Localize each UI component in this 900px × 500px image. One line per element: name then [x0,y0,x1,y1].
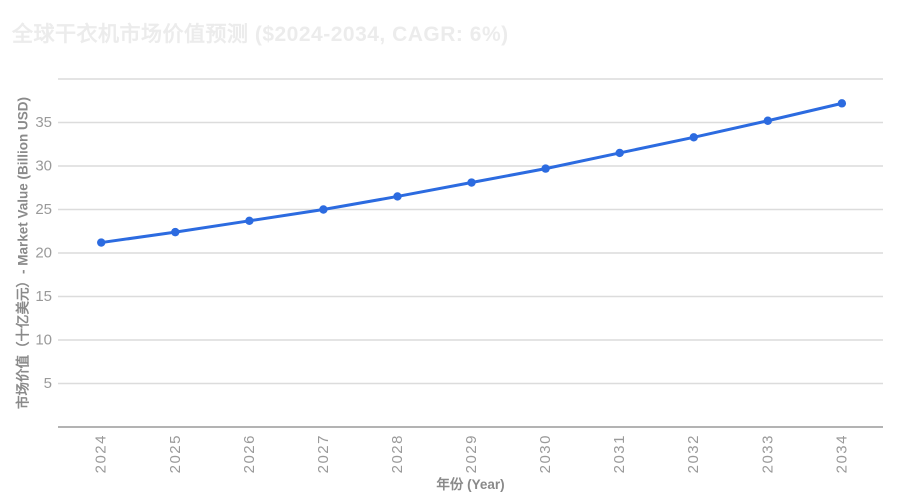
x-tick-label: 2031 [611,434,628,473]
data-line [99,101,844,245]
x-axis-title: 年份 (Year) [436,476,504,492]
x-tick-label: 2029 [463,434,480,473]
data-point[interactable] [615,148,624,158]
y-axis-title: 市场价值（十亿美元）- Market Value (Billion USD) [15,97,31,409]
y-tick-label: 30 [35,158,52,175]
x-tick-label: 2026 [241,434,258,473]
y-tick-label: 20 [35,245,52,262]
x-tick-label: 2024 [93,434,110,473]
chart-title: 全球干衣机市场价值预测 ($2024-2034, CAGR: 6%) [12,23,509,46]
x-tick-label: 2030 [537,434,554,473]
data-point[interactable] [837,99,847,108]
x-tick-label: 2033 [759,434,776,473]
data-point[interactable] [689,133,698,142]
y-tick-label: 35 [35,114,52,131]
y-tick-label: 25 [35,201,52,218]
data-point[interactable] [171,227,180,237]
data-point[interactable] [393,192,402,201]
data-point[interactable] [541,164,550,173]
x-tick-label: 2034 [833,434,850,473]
x-tick-label: 2025 [167,434,184,473]
data-point[interactable] [763,116,773,125]
x-tick-label: 2028 [389,434,406,473]
y-tick-label: 15 [35,288,52,305]
data-point[interactable] [245,216,254,226]
y-tick-label: 5 [44,375,52,392]
y-tick-label: 10 [35,332,52,349]
x-tick-label: 2032 [685,434,702,473]
x-tick-label: 2027 [315,434,332,473]
data-point[interactable] [467,178,476,187]
data-point[interactable] [97,238,106,247]
data-point[interactable] [319,205,328,214]
